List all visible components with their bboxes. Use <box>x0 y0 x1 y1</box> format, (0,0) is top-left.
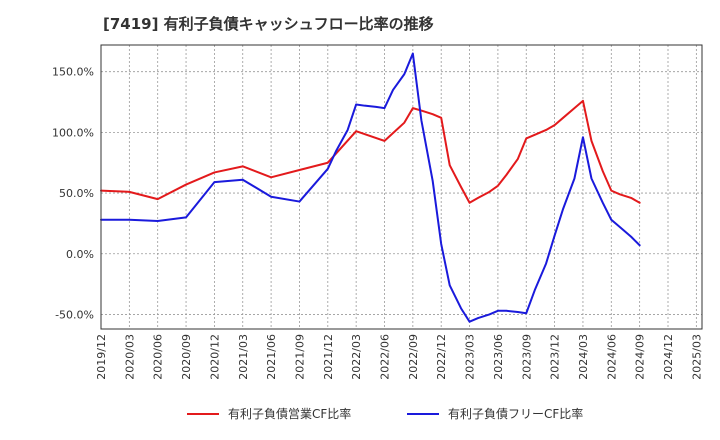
chart-title: [7419] 有利子負債キャッシュフロー比率の推移 <box>103 15 434 33</box>
x-tick-label: 2024/12 <box>662 334 675 380</box>
x-tick-label: 2025/03 <box>690 334 703 380</box>
x-axis-ticks: 2019/12 2020/03 2020/06 2020/09 2020/12 2021/… <box>95 334 703 380</box>
x-tick-label: 2023/03 <box>464 334 477 380</box>
y-tick-label: 150.0% <box>52 66 94 79</box>
plot-area-background <box>101 45 702 329</box>
grid-vertical <box>100 45 697 329</box>
y-tick-label: -50.0% <box>55 308 94 321</box>
x-tick-label: 2024/06 <box>605 334 618 380</box>
x-tick-label: 2020/09 <box>180 334 193 380</box>
x-tick-label: 2020/06 <box>152 334 165 380</box>
y-axis-ticks: 150.0% 100.0% 50.0% 0.0% -50.0% <box>52 66 94 322</box>
y-tick-label: 0.0% <box>66 248 94 261</box>
x-tick-label: 2021/03 <box>237 334 250 380</box>
x-tick-label: 2020/12 <box>208 334 221 380</box>
series-layer <box>100 52 641 323</box>
plot-area-border <box>100 44 703 330</box>
y-tick-label: 100.0% <box>52 126 94 139</box>
legend: 有利子負債営業CF比率 有利子負債フリーCF比率 <box>187 406 583 421</box>
x-tick-label: 2019/12 <box>95 334 108 380</box>
y-tick-label: 50.0% <box>59 187 94 200</box>
x-tick-label: 2020/03 <box>123 334 136 380</box>
legend-label-2: 有利子負債フリーCF比率 <box>448 406 583 421</box>
x-tick-label: 2022/09 <box>407 334 420 380</box>
x-tick-label: 2023/12 <box>549 334 562 380</box>
series-line-2 <box>100 52 641 323</box>
x-tick-label: 2022/06 <box>379 334 392 380</box>
x-tick-label: 2021/12 <box>322 334 335 380</box>
x-tick-label: 2024/09 <box>634 334 647 380</box>
x-tick-label: 2021/06 <box>265 334 278 380</box>
x-tick-label: 2022/03 <box>350 334 363 380</box>
x-tick-label: 2024/03 <box>577 334 590 380</box>
x-tick-label: 2023/09 <box>520 334 533 380</box>
legend-label-1: 有利子負債営業CF比率 <box>228 406 351 421</box>
x-tick-label: 2021/09 <box>293 334 306 380</box>
series-line-1 <box>100 99 641 204</box>
x-tick-label: 2022/12 <box>435 334 448 380</box>
grid-horizontal <box>101 71 702 315</box>
x-tick-label: 2023/06 <box>492 334 505 380</box>
